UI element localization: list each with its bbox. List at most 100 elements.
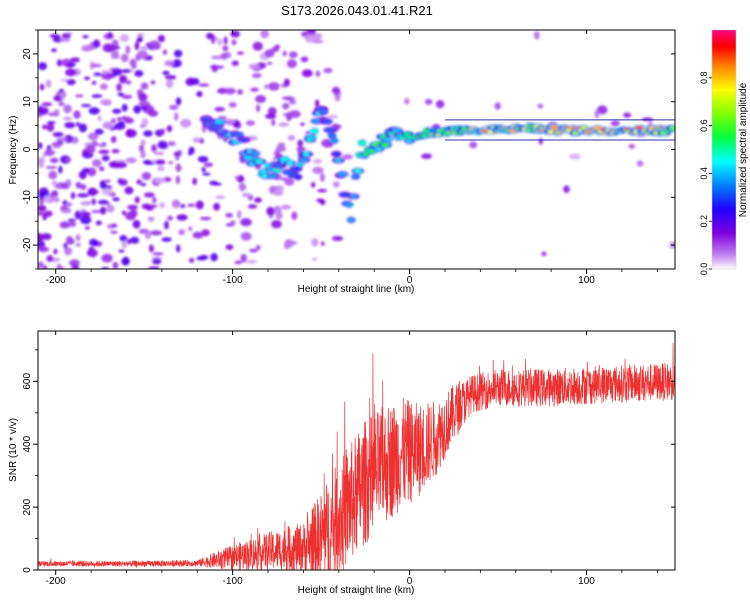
spectrogram-speckle [314,99,320,108]
spectrogram-speckle [106,204,115,213]
spectrogram-speckle [126,238,132,245]
spectrogram-speckle [311,238,319,247]
spectrogram-cell [260,169,267,174]
spectrogram-speckle [45,79,52,88]
spectrogram-speckle [65,235,74,244]
spectrogram-speckle [121,116,127,121]
spectrogram-speckle [563,185,570,193]
spectrogram-speckle [312,166,324,175]
spectrogram-speckle [124,186,134,195]
spectrogram-noise-blobs [38,30,675,269]
spectrogram-speckle [278,122,290,127]
spectrogram-speckle [71,263,80,269]
spectrogram-speckle [53,248,58,255]
spectrogram-speckle [231,60,239,67]
spectrogram-speckle [255,95,267,103]
spectrogram-speckle [53,197,60,203]
spectrogram-speckle [202,172,211,176]
spectrogram-speckle [234,175,240,180]
snr-series-line [38,343,675,570]
spectrogram-speckle [65,157,72,163]
spectrogram-speckle [110,230,118,235]
spectrogram-speckle [46,121,56,125]
spectrogram-speckle [166,125,173,133]
spectrogram-speckle [80,183,87,191]
spectrogram-speckle [180,203,186,209]
spectrogram-y-ticks: -20 -10 0 10 20 [22,29,675,270]
spectrogram-speckle [62,200,68,206]
spectrogram-speckle [58,101,65,106]
spectrogram-speckle [117,92,125,97]
spectrogram-speckle [240,232,252,241]
colorbar: 0.0 0.2 0.4 0.6 0.8 Normalized spectral ampl… [699,29,749,275]
spectrogram-speckle [112,261,119,269]
spectrogram-speckle [175,163,182,172]
spectrogram-speckle [85,144,96,154]
spectrogram-speckle [175,244,181,253]
spectrogram-speckle [119,234,128,242]
spectrogram-speckle [141,118,149,127]
spectrogram-speckle [331,86,341,95]
spectrogram-speckle [49,33,61,38]
spectrogram-speckle [317,188,328,193]
spectrogram-x-label: Height of straight line (km) [298,284,415,295]
spectrogram-speckle [203,162,214,168]
spectrogram-cell [347,217,356,223]
spectrogram-cell [329,138,339,143]
spectrogram-speckle [89,249,98,256]
spectrogram-speckle [323,67,333,74]
colorbar-label: Normalized spectral amplitude [738,82,749,217]
spectrogram-speckle [291,211,298,220]
spectrogram-speckle [238,183,247,192]
spectrogram-speckle [157,165,165,172]
spectrogram-speckle [322,141,334,148]
colorbar-tick-label: 0.2 [699,215,709,228]
spectrogram-speckle [311,181,316,188]
spectrogram-speckle [192,137,201,143]
spectrogram-cell [303,151,310,157]
spectrogram-speckle [282,96,293,101]
spectrogram-speckle [91,198,96,206]
spectrogram-speckle [99,180,107,188]
spectrogram-heatmap [38,30,675,269]
spectrogram-speckle [91,94,103,98]
spectrogram-cell [340,192,350,197]
spectrogram-speckle [98,166,105,172]
spectrogram-speckle [199,216,212,221]
spectrogram-speckle [41,102,53,107]
spectrogram-speckle [342,154,353,160]
snr-y-ticks: 0 200 400 600 [22,349,675,573]
spectrogram-speckle [188,226,193,231]
spectrogram-speckle [250,87,259,92]
spectrogram-speckle [110,49,120,58]
spectrogram-speckle [127,204,138,210]
spectrogram-speckle [116,83,122,92]
spectrogram-speckle [51,180,57,186]
spectrogram-speckle [111,39,119,48]
spectrogram-speckle [301,69,313,78]
spectrogram-speckle [152,258,162,265]
spectrogram-speckle [82,34,89,39]
spectrogram-cell [255,159,264,164]
spectrogram-speckle [138,101,151,107]
spectrogram-speckle [134,196,140,204]
spectrogram-speckle [80,201,92,206]
spectrogram-speckle [99,206,107,215]
colorbar-tick-label: 0.8 [699,72,709,85]
spectrogram-speckle [164,60,175,67]
spectrogram-speckle [286,240,298,246]
spectrogram-speckle [89,238,98,246]
spectrogram-speckle [43,265,48,269]
spectrogram-speckle [297,139,304,148]
spectrogram-cell [294,174,302,180]
spectrogram-speckle [469,141,478,149]
spectrogram-speckle [628,144,636,149]
spectrogram-speckle [38,246,50,253]
spectrogram-speckle [80,215,92,225]
spectrogram-speckle [178,229,186,236]
spectrogram-speckle [46,123,55,132]
spectrogram-speckle [111,148,120,154]
spectrogram-speckle [136,179,142,185]
spectrogram-speckle [97,199,109,205]
